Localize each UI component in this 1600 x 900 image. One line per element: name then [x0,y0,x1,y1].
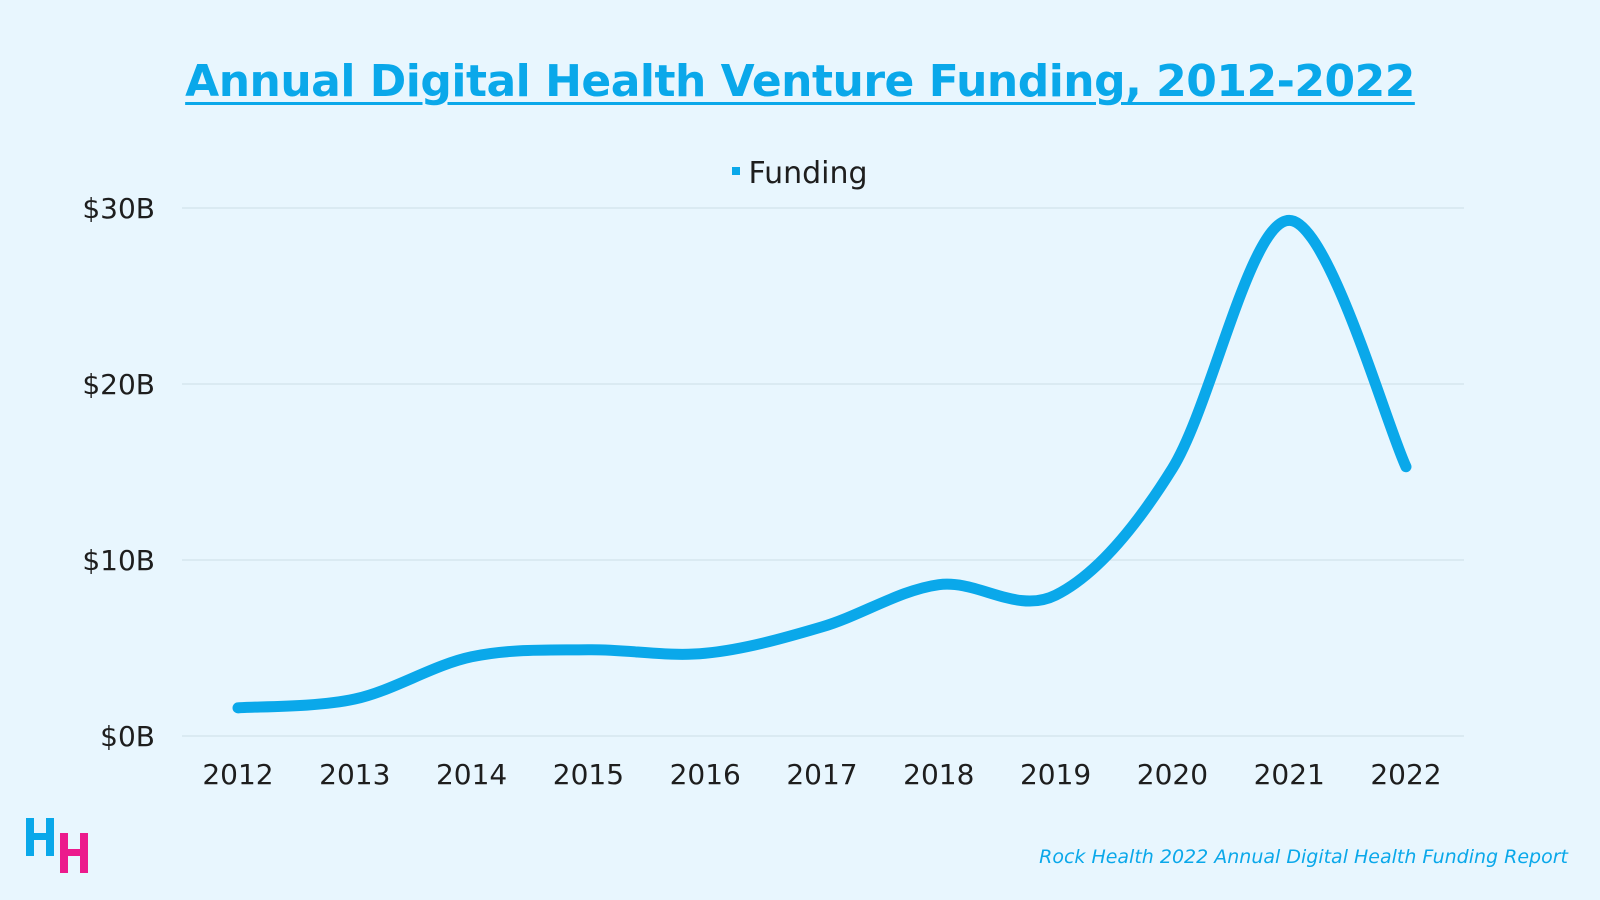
x-tick-label: 2021 [1254,758,1325,791]
legend-swatch [732,166,741,175]
legend-label: Funding [748,156,868,191]
x-tick-label: 2022 [1370,758,1441,791]
x-tick-label: 2017 [786,758,857,791]
rock-health-logo [26,818,88,873]
source-note: Rock Health 2022 Annual Digital Health F… [1039,846,1568,868]
x-tick-label: 2019 [1020,758,1091,791]
y-tick-label: $30B [82,192,155,225]
x-tick-label: 2015 [553,758,624,791]
legend: Funding [0,156,1600,191]
y-tick-label: $0B [100,720,155,753]
x-tick-label: 2018 [903,758,974,791]
y-tick-label: $10B [82,544,155,577]
y-tick-label: $20B [82,368,155,401]
x-tick-label: 2013 [319,758,390,791]
x-tick-label: 2016 [670,758,741,791]
x-tick-label: 2020 [1137,758,1208,791]
x-tick-label: 2012 [202,758,273,791]
series-line-funding [232,214,1412,714]
x-tick-label: 2014 [436,758,507,791]
chart-title: Annual Digital Health Venture Funding, 2… [185,56,1415,107]
